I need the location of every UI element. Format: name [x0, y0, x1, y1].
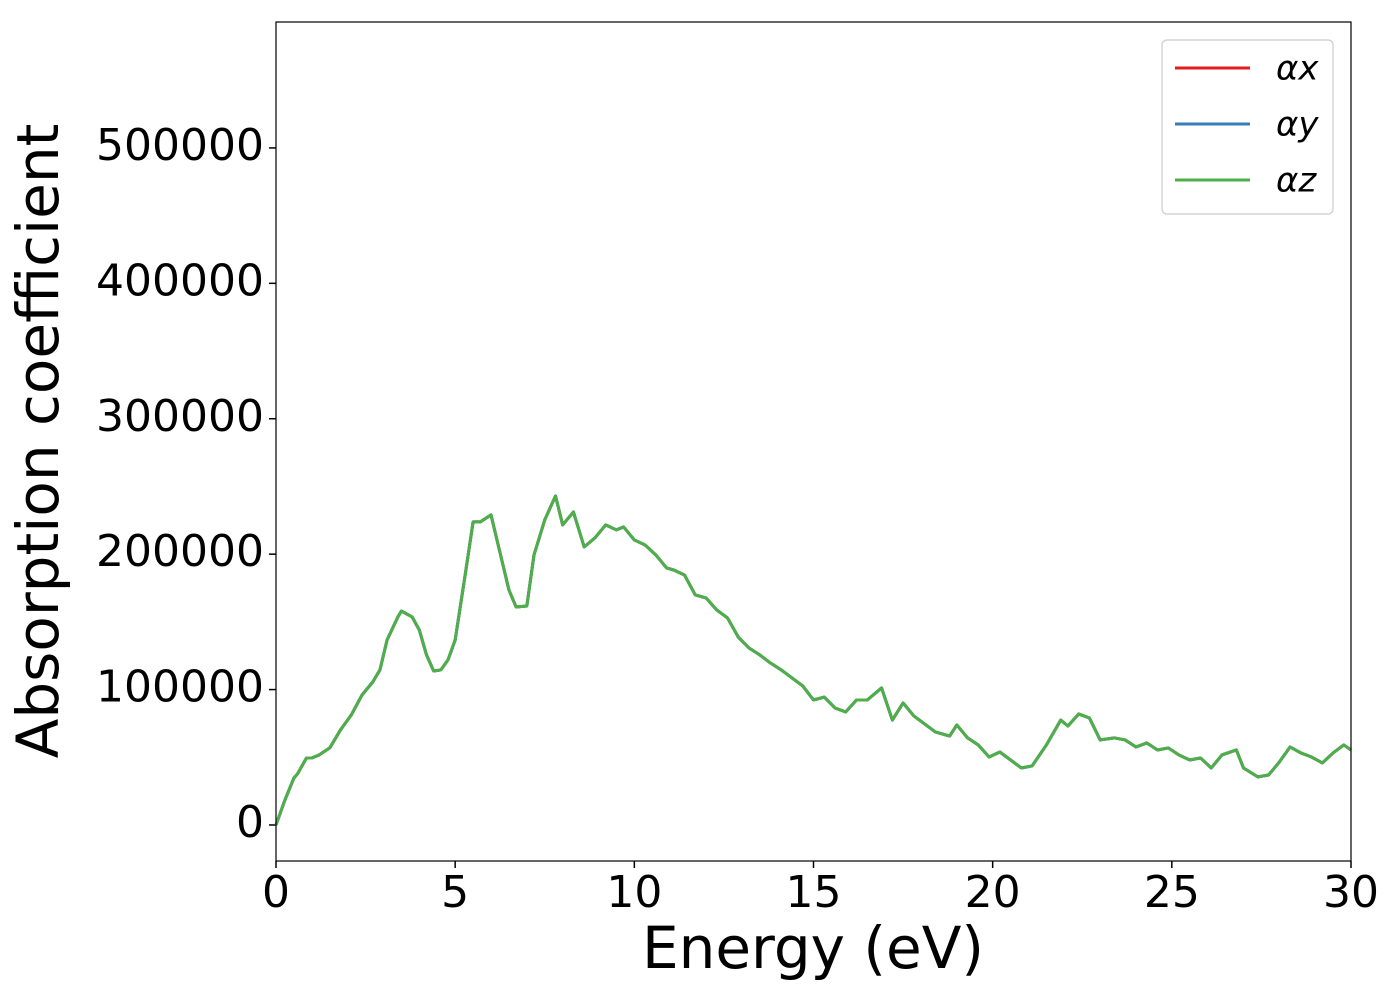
- x-tick-label: 0: [262, 867, 290, 918]
- legend-label: αx: [1276, 49, 1319, 89]
- line-series: [274, 494, 1352, 826]
- plot-frame: [275, 21, 1352, 862]
- y-axis-label: Absorption coefficient: [4, 124, 72, 759]
- y-tick-label: 500000: [96, 120, 264, 171]
- x-tick-label: 25: [1144, 867, 1200, 918]
- y-tick-label: 200000: [96, 526, 264, 577]
- legend-label: αz: [1276, 161, 1317, 201]
- x-tick-label: 30: [1323, 867, 1379, 918]
- x-tick-label: 20: [965, 867, 1021, 918]
- y-tick-label: 400000: [96, 255, 264, 306]
- x-axis-label: Energy (eV): [642, 914, 984, 982]
- y-tick-label: 100000: [96, 662, 264, 713]
- x-tick-label: 5: [441, 867, 469, 918]
- x-tick-label: 15: [786, 867, 842, 918]
- x-tick-label: 10: [606, 867, 662, 918]
- line-series: [274, 494, 1352, 826]
- legend-box: [1161, 39, 1334, 215]
- y-tick-label: 300000: [96, 391, 264, 442]
- line-series: [274, 494, 1352, 826]
- y-tick-label: 0: [236, 797, 264, 848]
- legend-label: αy: [1276, 105, 1319, 145]
